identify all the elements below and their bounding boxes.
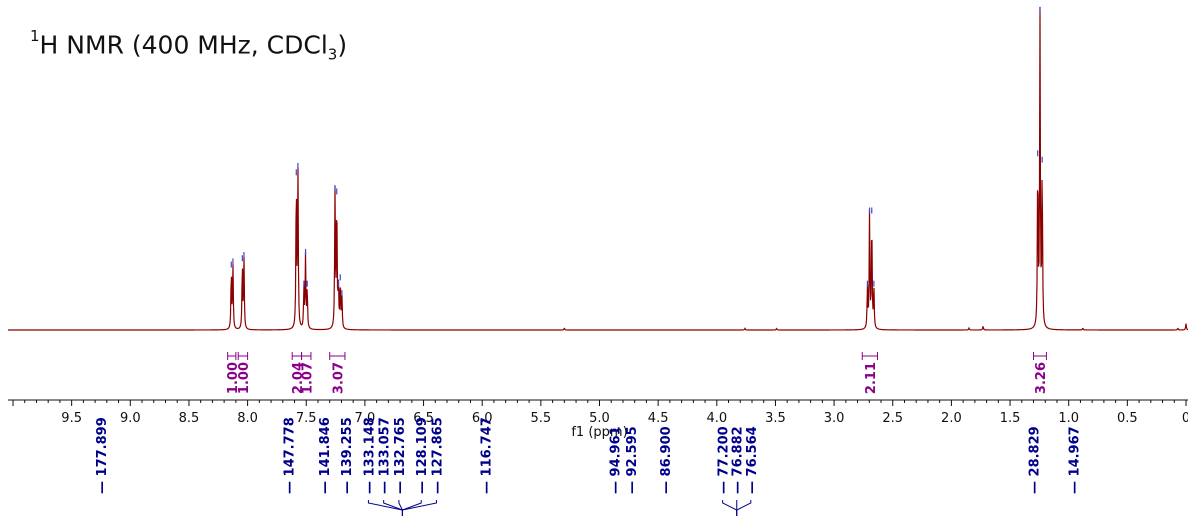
x-tick-label: 9.0	[120, 411, 141, 426]
carbon-label-connector	[736, 500, 752, 516]
carbon-shift-label: — 76.564	[745, 426, 760, 494]
title-subscript: 3	[327, 45, 338, 64]
x-tick-label: 0.5	[1117, 411, 1138, 426]
x-tick-label: 4.0	[706, 411, 727, 426]
x-tick-label: 7.5	[296, 411, 317, 426]
title-main: H NMR (400 MHz, CDCl	[39, 30, 328, 60]
spectrum-title: 1H NMR (400 MHz, CDCl3)	[30, 27, 348, 64]
carbon-shift-label: — 139.255	[340, 417, 355, 494]
integral-value: 2.11	[864, 362, 879, 394]
x-tick-label: 1.5	[1000, 411, 1021, 426]
integral-value: 1.00	[226, 362, 241, 394]
carbon-shift-label: — 77.200	[717, 426, 732, 494]
carbon-shift-label: — 141.846	[318, 417, 333, 494]
x-tick-label: 1.0	[1058, 411, 1079, 426]
x-tick-label: 7.0	[355, 411, 376, 426]
carbon-shift-label: — 128.109	[415, 417, 430, 494]
carbon-shift-label: — 92.595	[625, 426, 640, 494]
x-tick-label: 8.5	[179, 411, 200, 426]
x-tick-label: 3.5	[765, 411, 786, 426]
carbon-shift-label: — 132.765	[393, 417, 408, 494]
integral-value: 3.26	[1034, 362, 1049, 394]
carbon-label-connector	[401, 500, 437, 516]
spectrum-line	[8, 6, 1188, 331]
carbon-shift-label: — 133.148	[362, 417, 377, 494]
carbon-shift-label: — 94.961	[609, 426, 624, 494]
integral-value: 1.07	[300, 362, 315, 394]
carbon-shift-label: — 127.865	[430, 417, 445, 494]
x-tick-label: 0	[1182, 411, 1188, 426]
carbon-shift-label: — 86.900	[659, 426, 674, 494]
carbon-shift-label: — 116.747	[480, 417, 495, 494]
carbon-shift-label: — 133.057	[378, 417, 393, 494]
x-tick-label: 3.0	[824, 411, 845, 426]
x-tick-label: 8.0	[237, 411, 258, 426]
x-tick-label: 6.5	[413, 411, 434, 426]
x-tick-label: 4.5	[648, 411, 669, 426]
carbon-shift-label: — 147.778	[283, 417, 298, 494]
carbon-shift-label: — 76.882	[731, 426, 746, 494]
carbon-shift-label: — 28.829	[1028, 426, 1043, 494]
carbon-shift-label: — 177.899	[95, 417, 110, 494]
integral-value: 3.07	[331, 362, 346, 394]
title-close: )	[337, 30, 348, 60]
x-tick-label: 2.0	[941, 411, 962, 426]
x-tick-label: 9.5	[61, 411, 82, 426]
carbon-shift-label: — 14.967	[1067, 426, 1082, 494]
carbon-label-connector	[722, 500, 738, 516]
x-tick-label: 2.5	[882, 411, 903, 426]
x-tick-label: 6.0	[472, 411, 493, 426]
integral-value: 1.00	[237, 362, 252, 394]
x-tick-label: 5.0	[589, 411, 610, 426]
x-axis-label: f1 (ppm)	[571, 425, 627, 440]
title-superscript: 1	[30, 27, 40, 45]
carbon-label-connector	[398, 500, 403, 516]
integral-value: 2.04	[291, 362, 306, 394]
x-tick-label: 5.5	[531, 411, 552, 426]
